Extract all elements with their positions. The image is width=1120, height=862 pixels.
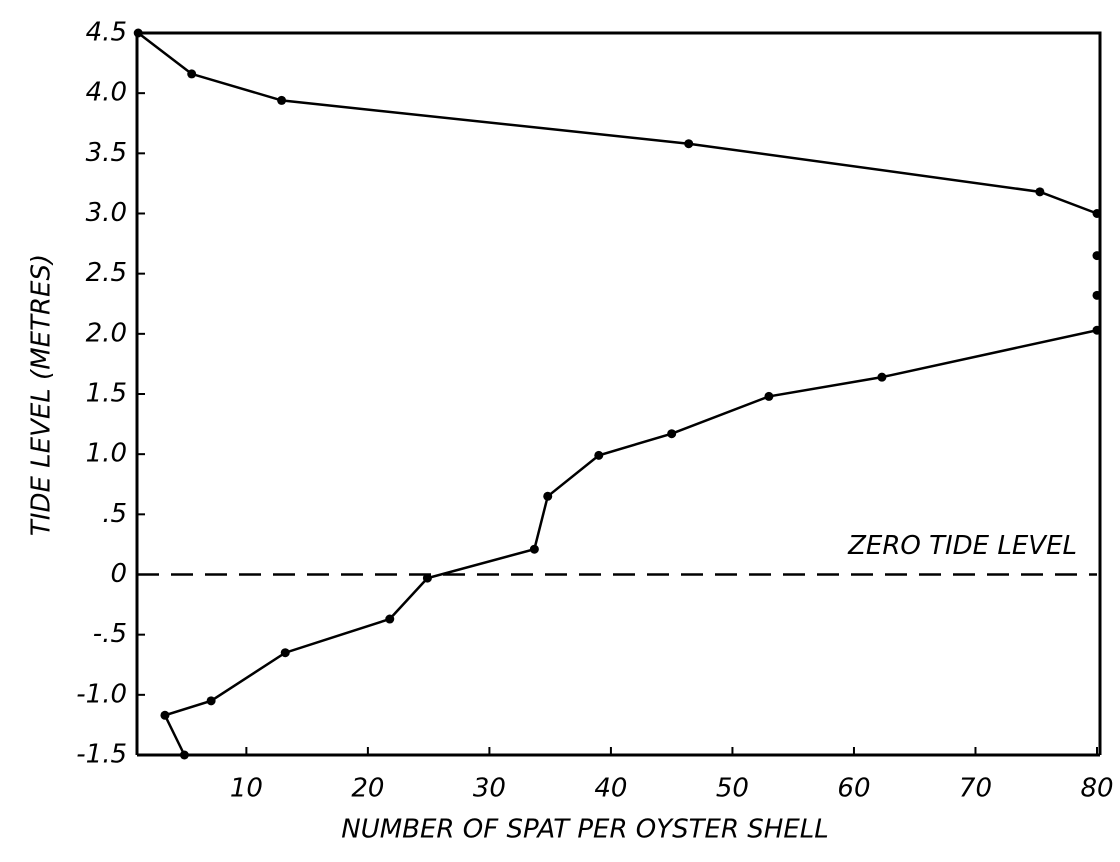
y-tick-label: 4.0 — [86, 78, 127, 108]
y-tick-label: 1.5 — [86, 379, 127, 409]
x-tick-label: 30 — [473, 774, 506, 804]
y-tick-label: -.5 — [93, 619, 127, 649]
data-point — [277, 95, 287, 105]
data-point — [667, 429, 677, 439]
x-tick-label: 70 — [959, 774, 992, 804]
zero-tide-label: ZERO TIDE LEVEL — [847, 531, 1077, 561]
plot-frame — [135, 31, 1102, 755]
series-line — [137, 32, 1098, 215]
data-point — [764, 391, 774, 401]
data-point — [1035, 187, 1045, 197]
y-tick-label: 0 — [110, 559, 127, 589]
x-tick-label: 20 — [351, 774, 384, 804]
y-tick-label: 1.0 — [86, 439, 127, 469]
x-tick-label: 40 — [594, 774, 627, 804]
y-tick-label: 4.5 — [86, 18, 127, 48]
data-point — [133, 28, 143, 38]
x-axis-title: NUMBER OF SPAT PER OYSTER SHELL — [341, 815, 829, 845]
y-axis-title: TIDE LEVEL (METRES) — [27, 254, 57, 536]
data-point — [280, 648, 290, 658]
x-tick-label: 50 — [716, 774, 749, 804]
data-point — [179, 750, 189, 760]
data-point — [1092, 251, 1102, 261]
y-tick-label: 3.0 — [86, 198, 127, 228]
y-tick-label: -1.5 — [76, 740, 127, 770]
data-point — [385, 614, 395, 624]
y-tick-label: 2.5 — [86, 258, 127, 288]
x-tick-label: 60 — [837, 774, 870, 804]
data-point — [1092, 209, 1102, 218]
data-point — [1092, 290, 1102, 300]
data-point — [1092, 325, 1102, 335]
data-point — [187, 69, 197, 79]
x-tick-label: 10 — [230, 774, 263, 804]
y-tick-label: 2.0 — [86, 318, 127, 348]
data-point — [422, 573, 432, 583]
data-point — [529, 544, 539, 554]
data-point — [877, 372, 887, 382]
data-point — [160, 710, 170, 720]
data-point — [684, 139, 694, 149]
y-tick-label: -1.0 — [76, 679, 127, 709]
data-point — [543, 491, 553, 501]
y-tick-label: 3.5 — [86, 138, 127, 168]
data-point — [206, 696, 216, 706]
x-tick-label: 80 — [1080, 774, 1113, 804]
y-tick-label: .5 — [102, 499, 127, 529]
data-point — [594, 450, 604, 460]
